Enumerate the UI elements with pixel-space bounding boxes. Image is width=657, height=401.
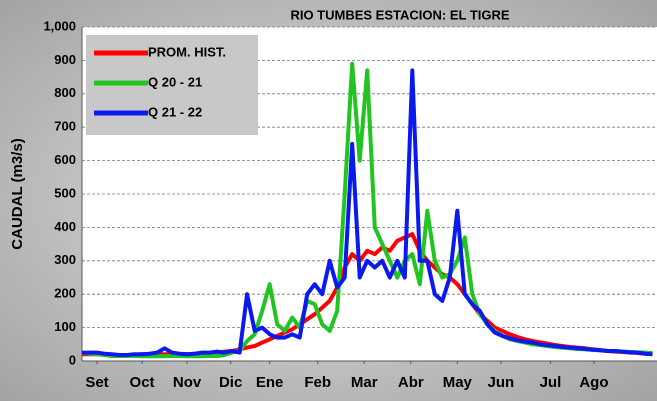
x-tick-label: Set [85, 374, 108, 391]
y-tick-label: 200 [54, 286, 76, 301]
y-tick-label: 800 [54, 85, 76, 100]
x-tick-label: Mar [351, 374, 378, 391]
x-tick-label: Oct [130, 374, 155, 391]
x-tick-label: Jun [488, 374, 515, 391]
y-axis-label: CAUDAL (m3/s) [9, 138, 26, 249]
x-tick-label: Dic [219, 374, 242, 391]
y-tick-label: 300 [54, 252, 76, 267]
y-tick-label: 400 [54, 219, 76, 234]
chart-title: RIO TUMBES ESTACION: EL TIGRE [290, 7, 509, 22]
x-tick-label: Jul [540, 374, 562, 391]
x-tick-label: Nov [173, 374, 202, 391]
legend-label: Q 20 - 21 [148, 74, 202, 89]
legend-label: PROM. HIST. [148, 44, 226, 59]
x-tick-label: Ene [256, 374, 284, 391]
series-line [82, 68, 653, 357]
legend-label: Q 21 - 22 [148, 104, 202, 119]
x-tick-label: Ago [579, 374, 608, 391]
y-tick-label: 0 [69, 352, 76, 367]
x-tick-label: Feb [304, 374, 331, 391]
y-tick-label: 600 [54, 152, 76, 167]
y-tick-label: 900 [54, 52, 76, 67]
x-tick-label: May [443, 374, 473, 391]
y-tick-label: 500 [54, 185, 76, 200]
x-tick-label: Abr [398, 374, 424, 391]
y-tick-label: 1,000 [43, 18, 76, 33]
y-tick-label: 700 [54, 119, 76, 134]
y-tick-label: 100 [54, 319, 76, 334]
